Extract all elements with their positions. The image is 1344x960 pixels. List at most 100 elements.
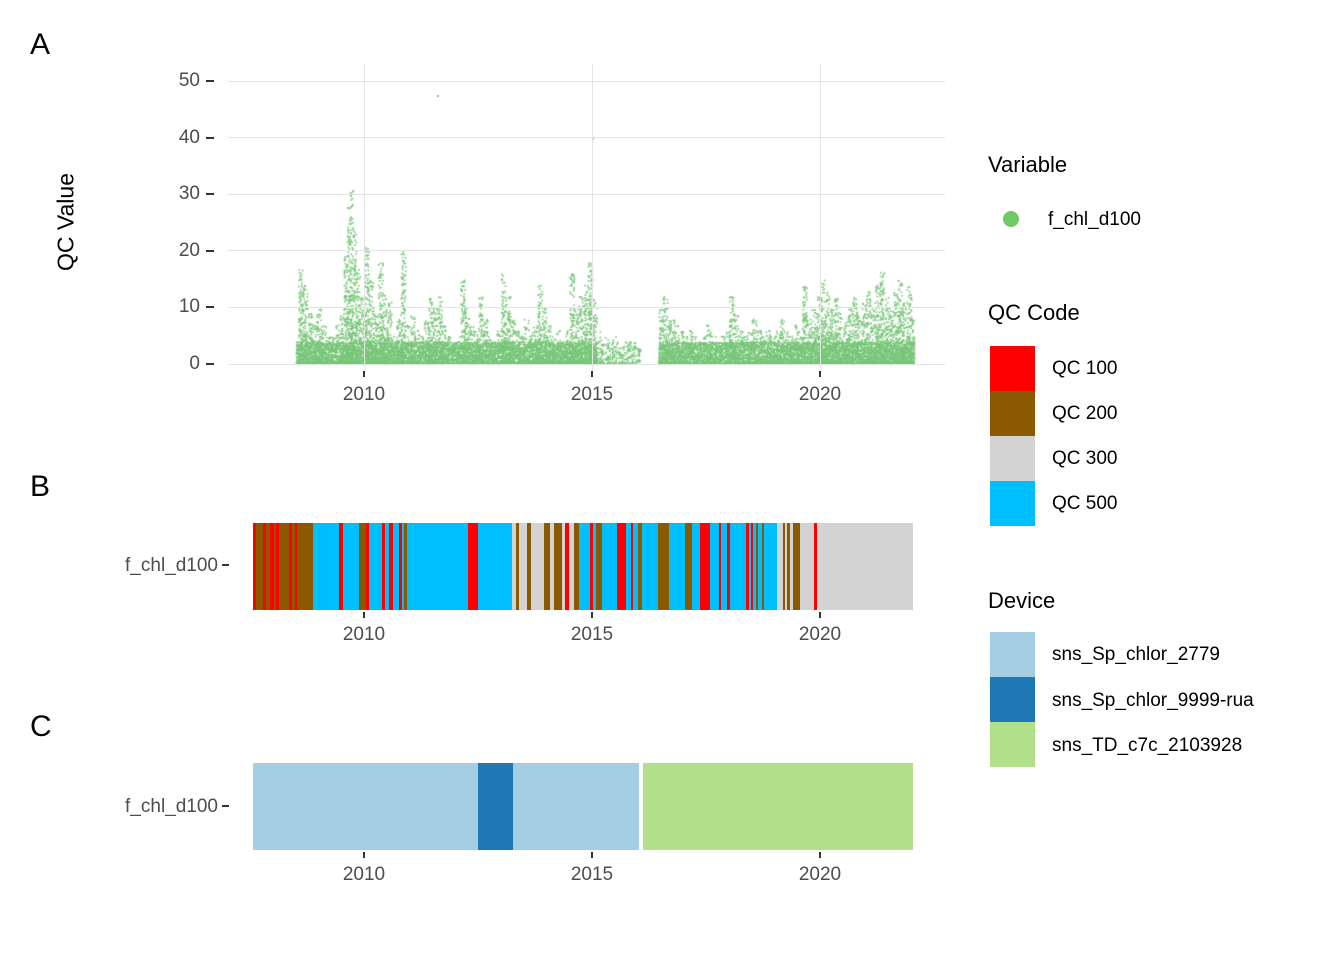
panel-b-y-tick-mark [222,564,229,566]
legend-variable-title: Variable [988,152,1068,177]
x-tick-mark [819,612,821,618]
scatter-canvas [228,64,945,371]
legend-qc-title: QC Code [988,300,1080,325]
qc-500-label: QC 500 [1052,493,1118,514]
panel-a-letter: A [30,28,51,61]
qc-stripe [700,523,710,610]
qc-segment [658,523,670,610]
gridline [228,306,945,308]
y-tick-mark [206,193,214,196]
y-tick-label: 30 [178,183,200,205]
x-tick-mark [363,371,365,377]
gridline [228,137,945,139]
y-tick-mark [206,249,214,252]
qc-segment [253,523,313,610]
qc-stripe [589,523,593,610]
device-segment [642,763,913,850]
gridline [228,250,945,252]
panel-b-letter: B [30,470,51,503]
x-tick-label: 2015 [570,384,614,405]
qc-stripe [782,523,786,610]
y-tick-label: 40 [178,126,200,148]
qc-stripe [294,523,298,610]
device-9999-swatch [990,677,1035,722]
qc-stripe [289,523,292,610]
qc-500-swatch [990,481,1035,526]
qc-stripe [564,523,570,610]
x-tick-mark [819,371,821,377]
legend-variable-item-label: f_chl_d100 [1048,209,1141,230]
qc-stripe [253,523,257,610]
qc-stripe [270,523,274,610]
gridline [228,193,945,195]
qc-stripe [338,523,344,610]
device-2779-label: sns_Sp_chlor_2779 [1052,644,1220,665]
x-tick-mark [363,852,365,858]
qc-stripe [389,523,393,610]
scatter-plot-area [228,64,945,371]
qc-stripe [750,523,754,610]
y-tick-label: 50 [178,70,200,91]
y-tick-mark [206,363,214,365]
gridline [591,64,593,371]
y-tick-label: 20 [178,239,200,261]
gridline [363,64,365,371]
qc-stripe [544,523,550,610]
qc-value-axis-title: QC Value [52,172,79,272]
qc-stripe [573,523,580,610]
qc-stripe [727,523,731,610]
y-tick-label: 0 [189,353,200,374]
qc-stripe [746,523,749,610]
qc-stripe [595,523,602,610]
qc-stripe [814,523,818,610]
qc-stripe [787,523,790,610]
device-9999-label: sns_Sp_chlor_9999-rua [1052,690,1254,711]
panel-b-row-label: f_chl_d100 [125,555,218,576]
x-tick-label: 2020 [798,864,842,885]
gridline [228,363,945,365]
legend-device-title: Device [988,588,1056,613]
qc-stripe [526,523,531,610]
device-bar [253,763,913,850]
x-tick-label: 2015 [570,864,614,885]
qc-stripe [616,523,627,610]
qc-300-swatch [990,436,1035,481]
x-tick-mark [819,852,821,858]
qc-stripe [382,523,386,610]
x-tick-mark [591,852,593,858]
x-tick-mark [363,612,365,618]
qc-stripe [263,523,267,610]
qc-stripe [359,523,366,610]
device-td-label: sns_TD_c7c_2103928 [1052,735,1243,756]
gridline [228,80,945,82]
y-tick-mark [206,136,214,139]
device-td-swatch [990,722,1035,767]
qc-stripe [718,523,722,610]
qc-stripe [554,523,562,610]
qc-stripe [685,523,693,610]
qc-300-label: QC 300 [1052,448,1118,469]
x-tick-label: 2015 [570,624,614,645]
panel-c-letter: C [30,710,52,743]
qc-100-swatch [990,346,1035,391]
qc-stripe [403,523,407,610]
qc-stripe [275,523,279,610]
qc-stripe [756,523,759,610]
qc-100-label: QC 100 [1052,358,1118,379]
x-tick-label: 2020 [798,624,842,645]
qc-200-label: QC 200 [1052,403,1118,424]
device-segment [512,763,639,850]
device-segment [477,763,513,850]
y-tick-mark [206,306,214,309]
qc-stripe [399,523,403,610]
y-tick-label: 10 [178,296,200,318]
x-tick-label: 2020 [798,384,842,405]
panel-c-row-label: f_chl_d100 [125,796,218,817]
qc-stripe [515,523,520,610]
qc-segment [573,523,659,610]
qc-200-swatch [990,391,1035,436]
qc-stripe [762,523,765,610]
device-2779-swatch [990,632,1035,677]
qc-code-bar [253,523,913,610]
x-tick-label: 2010 [342,384,386,405]
